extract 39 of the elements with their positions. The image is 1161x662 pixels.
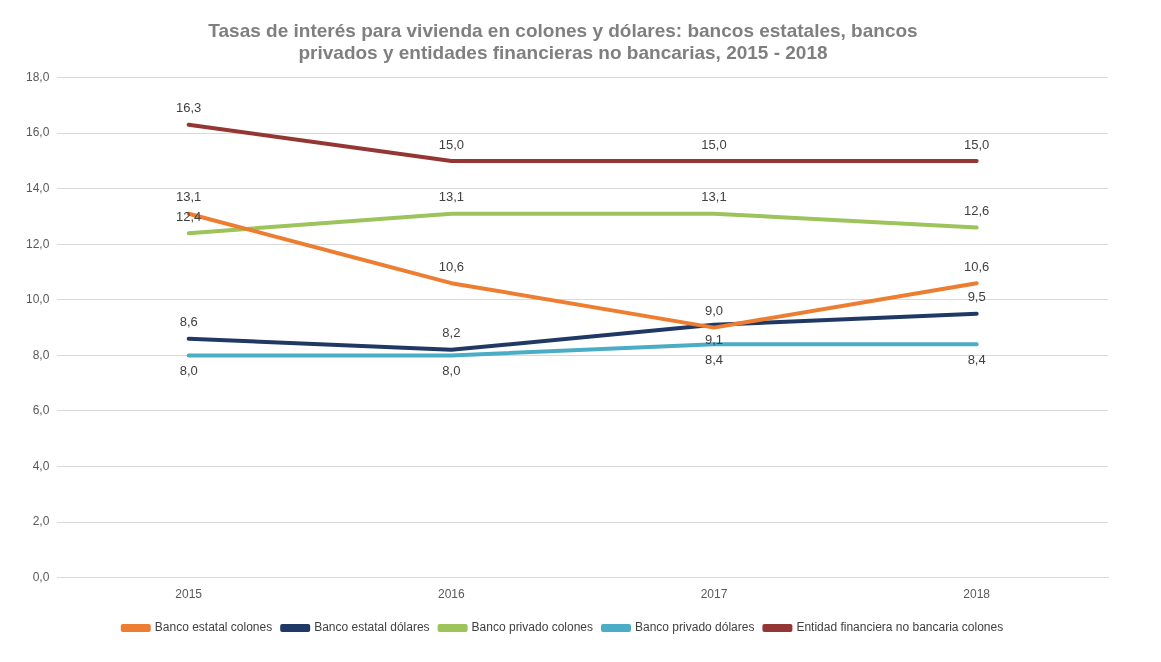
x-tick-label: 2018 — [963, 587, 991, 602]
legend-label: Banco privado colones — [471, 620, 594, 635]
data-label: 8,0 — [442, 362, 461, 378]
legend-label: Banco privado dólares — [635, 620, 755, 635]
y-tick-label: 6,0 — [32, 403, 50, 418]
data-label: 16,3 — [176, 100, 202, 116]
data-label: 15,0 — [964, 136, 990, 152]
data-label: 8,2 — [442, 325, 461, 341]
y-tick-label: 18,0 — [26, 69, 50, 84]
data-label: 15,0 — [701, 136, 727, 152]
data-label: 9,5 — [967, 289, 986, 305]
chart-title: Tasas de interés para vivienda en colones y dólares: bancos estatales, bancos privados y entidades financieras no bancarias, 2015 - 2018 — [208, 19, 918, 64]
data-label: 8,0 — [179, 362, 198, 378]
data-label: 8,4 — [704, 351, 724, 367]
data-label: 12,6 — [964, 203, 990, 219]
data-label: 9,0 — [704, 303, 724, 319]
y-tick-label: 2,0 — [32, 514, 50, 529]
y-tick-label: 8,0 — [32, 347, 50, 362]
x-tick-label: 2016 — [438, 587, 466, 602]
y-tick-label: 10,0 — [26, 292, 50, 307]
y-tick-label: 0,0 — [32, 569, 50, 584]
data-label: 10,6 — [964, 258, 990, 274]
data-label: 15,0 — [438, 136, 464, 152]
data-label: 12,4 — [176, 208, 202, 224]
x-tick-label: 2015 — [175, 587, 203, 602]
y-tick-label: 12,0 — [26, 236, 50, 251]
data-label: 8,4 — [967, 351, 986, 367]
data-label: 10,6 — [438, 258, 464, 274]
legend-label: Banco estatal dólares — [314, 620, 430, 635]
y-tick-label: 4,0 — [32, 458, 50, 473]
legend-label: Banco estatal colones — [154, 620, 273, 635]
data-label: 13,1 — [438, 189, 464, 205]
legend-label: Entidad financiera no bancaria colones — [796, 620, 1004, 635]
x-tick-label: 2017 — [700, 587, 728, 602]
data-label: 13,1 — [701, 189, 727, 205]
y-tick-label: 14,0 — [26, 181, 50, 196]
data-label: 8,6 — [179, 314, 198, 330]
data-label: 13,1 — [176, 189, 202, 205]
y-tick-label: 16,0 — [26, 125, 50, 140]
